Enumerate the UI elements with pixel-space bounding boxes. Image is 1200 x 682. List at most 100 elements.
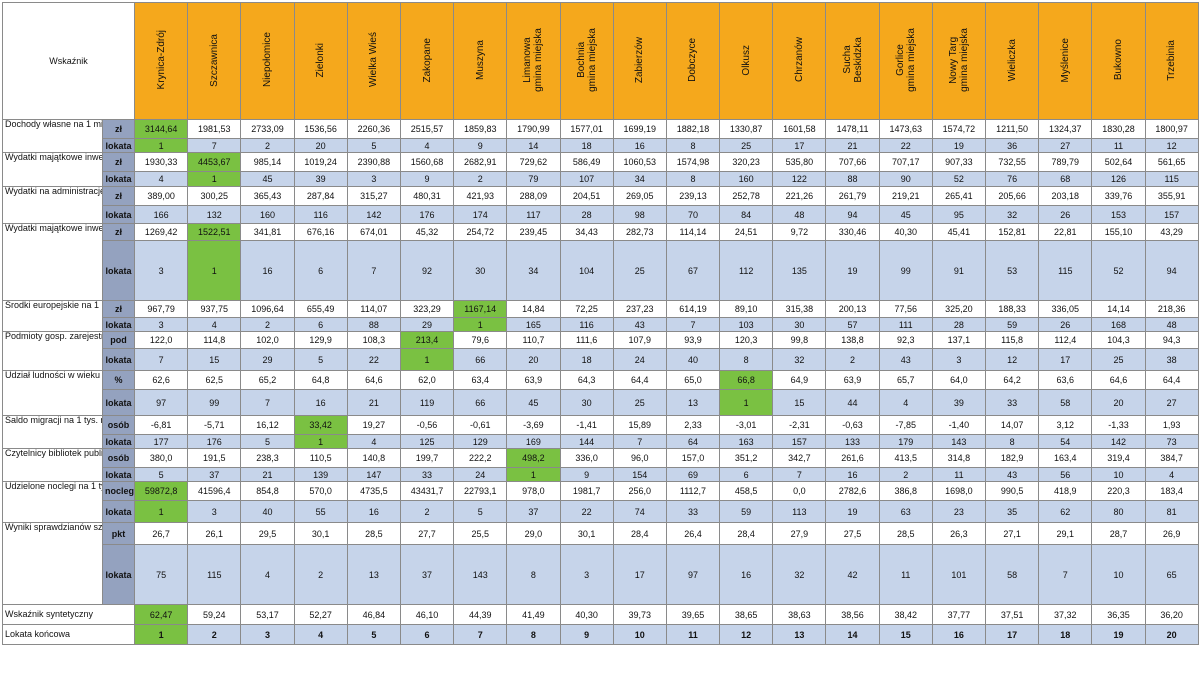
rank-cell: 43 — [878, 348, 933, 371]
unit-label: pod — [101, 331, 136, 349]
header-row: Wskaźnik Krynica-Zdrój Szczawnica Niepołom… — [1, 2, 1199, 120]
value-cell: 1698,0 — [931, 481, 987, 501]
value-cell: 65,2 — [240, 370, 295, 390]
municipality-name: Wieliczka — [1006, 38, 1018, 82]
value-cell: 104,3 — [1091, 331, 1146, 349]
value-cell: 282,73 — [612, 223, 667, 241]
final-cell: 5 — [346, 624, 401, 645]
municipality-name: Wielka Wieś — [368, 32, 380, 88]
municipality-name: Niepołomice — [261, 32, 273, 88]
rank-cell: 13 — [665, 389, 721, 416]
rank-cell: 7 — [240, 389, 295, 416]
rank-cell: 4 — [134, 171, 189, 187]
synth-cell: 38,63 — [772, 604, 827, 625]
value-cell: 384,7 — [1144, 448, 1199, 468]
rank-cell: 52 — [1091, 240, 1146, 301]
rank-cell: 64 — [665, 434, 721, 449]
rank-cell: 9 — [559, 467, 614, 482]
column-header-municipality: Limanowa gmina miejska — [506, 2, 561, 120]
value-cell: 27,1 — [985, 522, 1040, 545]
value-cell: 1096,64 — [240, 300, 295, 318]
rank-cell: 7 — [187, 138, 242, 153]
rank-cell: 125 — [399, 434, 455, 449]
rank-unit-label: lokata — [101, 171, 136, 187]
indicator-label: Podmioty gosp. zarejestrowane w REGON na… — [2, 331, 103, 371]
indicator-value-row: Wydatki majątkowe inwestycyjne na gosp. … — [2, 223, 1199, 301]
column-header-municipality: Nowy Targ gmina miejska — [931, 2, 987, 120]
value-cell: -3,01 — [719, 415, 774, 435]
value-cell: 380,0 — [134, 448, 189, 468]
municipality-name: Trzebinia — [1166, 39, 1178, 81]
rank-cell: 73 — [1144, 434, 1199, 449]
rank-cell: 29 — [240, 348, 295, 371]
value-cell: 16,12 — [240, 415, 295, 435]
rank-cell: 45 — [506, 389, 561, 416]
rank-cell: 119 — [399, 389, 455, 416]
rank-cell: 8 — [506, 544, 561, 605]
final-cell: 14 — [825, 624, 880, 645]
value-cell: 256,0 — [612, 481, 667, 501]
rank-cell: 2 — [878, 467, 933, 482]
value-cell: 1574,72 — [931, 119, 987, 139]
rank-cell: 7 — [1038, 544, 1093, 605]
rank-cell: 115 — [187, 544, 242, 605]
value-cell: 199,7 — [399, 448, 455, 468]
unit-label: pkt — [101, 522, 136, 545]
rank-cell: 139 — [293, 467, 348, 482]
value-cell: 1522,51 — [187, 223, 242, 241]
value-cell: 325,20 — [931, 300, 987, 318]
rank-cell: 11 — [878, 544, 933, 605]
rank-cell: 4 — [187, 317, 242, 332]
rank-cell: 76 — [985, 171, 1040, 187]
rank-unit-label: lokata — [101, 317, 136, 332]
rank-cell: 79 — [506, 171, 561, 187]
value-cell: 320,23 — [719, 152, 774, 172]
rank-cell: 126 — [1091, 171, 1146, 187]
rank-cell: 174 — [453, 205, 508, 224]
rank-cell: 33 — [985, 389, 1040, 416]
value-cell: 342,7 — [772, 448, 827, 468]
ranking-table-container: Wskaźnik Krynica-Zdrój Szczawnica Niepołom… — [1, 2, 1199, 645]
rank-cell: 5 — [293, 348, 348, 371]
rank-cell: 39 — [931, 389, 987, 416]
value-cell: 62,6 — [134, 370, 189, 390]
rank-cell: 7 — [134, 348, 189, 371]
indicator-label: Wydatki majątkowe inwestycyjne na gosp. … — [2, 223, 103, 301]
rank-cell: 133 — [825, 434, 880, 449]
rank-cell: 25 — [612, 240, 667, 301]
rank-cell: 88 — [346, 317, 401, 332]
rank-cell: 1 — [506, 467, 561, 482]
value-cell: 3,12 — [1038, 415, 1093, 435]
value-cell: 261,79 — [825, 186, 880, 206]
value-cell: 1830,28 — [1091, 119, 1146, 139]
value-cell: 45,32 — [399, 223, 455, 241]
final-label: Lokata końcowa — [1, 624, 136, 645]
value-cell: 114,07 — [346, 300, 401, 318]
value-cell: 64,6 — [346, 370, 401, 390]
rank-cell: 22 — [346, 348, 401, 371]
value-cell: 26,3 — [931, 522, 987, 545]
value-cell: 239,45 — [506, 223, 561, 241]
rank-cell: 4 — [878, 389, 933, 416]
value-cell: 26,1 — [187, 522, 242, 545]
value-cell: 26,4 — [665, 522, 721, 545]
value-cell: -1,33 — [1091, 415, 1146, 435]
indicator-rank-row: lokata 97 99 7 16 21 119 66 45 30 25 13 1 15 44 4 39 33 58… — [3, 389, 1199, 416]
rank-cell: 34 — [506, 240, 561, 301]
value-cell: 2682,91 — [453, 152, 508, 172]
value-cell: 1859,83 — [453, 119, 508, 139]
rank-cell: 24 — [612, 348, 667, 371]
rank-cell: 66 — [453, 389, 508, 416]
rank-cell: 169 — [506, 434, 561, 449]
value-cell: 27,7 — [399, 522, 455, 545]
synth-cell: 38,56 — [825, 604, 880, 625]
final-cell: 15 — [878, 624, 933, 645]
value-cell: 707,17 — [878, 152, 933, 172]
column-header-municipality: Zakopane — [399, 2, 455, 120]
rank-cell: 17 — [1038, 348, 1093, 371]
rank-cell: 7 — [665, 317, 721, 332]
rank-cell: 30 — [559, 389, 614, 416]
value-cell: 45,41 — [931, 223, 987, 241]
unit-label: zł — [101, 223, 136, 241]
rank-cell: 74 — [612, 500, 667, 523]
